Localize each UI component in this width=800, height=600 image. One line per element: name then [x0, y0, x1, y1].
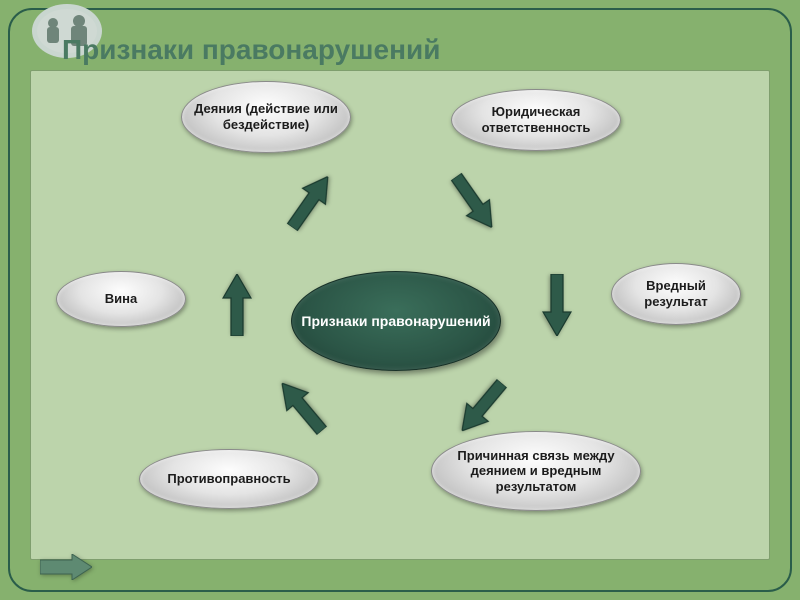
- arrow-n3: [221, 274, 253, 336]
- node-label: Юридическая ответственность: [462, 104, 610, 135]
- outer-node-n4: Вредный результат: [611, 263, 741, 325]
- diagram-panel: Признаки правонарушений Деяния (действие…: [30, 70, 770, 560]
- node-label: Вредный результат: [622, 278, 730, 309]
- outer-node-n5: Противоправность: [139, 449, 319, 509]
- next-slide-button[interactable]: [40, 554, 92, 580]
- arrow-n6: [450, 373, 514, 441]
- center-node: Признаки правонарушений: [291, 271, 501, 371]
- arrow-n4: [541, 274, 573, 336]
- node-label: Причинная связь между деянием и вредным …: [442, 448, 630, 495]
- outer-node-n6: Причинная связь между деянием и вредным …: [431, 431, 641, 511]
- node-label: Деяния (действие или бездействие): [192, 101, 340, 132]
- node-label: Вина: [105, 291, 137, 307]
- outer-node-n1: Деяния (действие или бездействие): [181, 81, 351, 153]
- arrow-n2: [443, 167, 505, 236]
- arrow-n5: [270, 373, 334, 441]
- slide-title: Признаки правонарушений: [58, 34, 760, 74]
- center-label: Признаки правонарушений: [301, 313, 490, 329]
- outer-node-n3: Вина: [56, 271, 186, 327]
- node-label: Противоправность: [167, 471, 290, 487]
- arrow-n1: [279, 167, 341, 236]
- outer-node-n2: Юридическая ответственность: [451, 89, 621, 151]
